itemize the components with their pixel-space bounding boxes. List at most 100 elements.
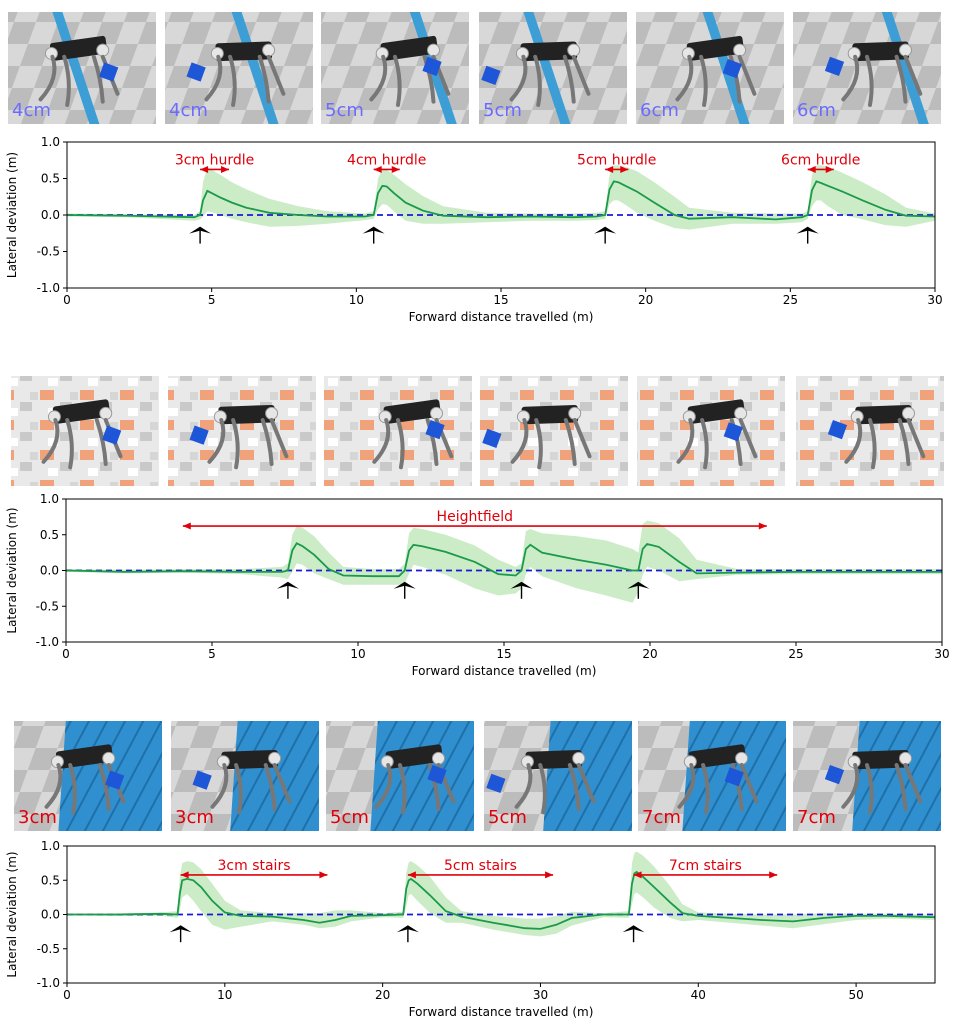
thumbnail-scene <box>326 721 474 831</box>
robot-leg <box>204 54 223 102</box>
robot-leg <box>269 418 289 459</box>
robot-leg <box>425 418 439 466</box>
annotation-arrowhead <box>758 522 767 530</box>
y-tick-label: 1.0 <box>41 135 60 149</box>
arrow-head <box>627 581 650 589</box>
blue-cube <box>824 765 845 785</box>
stairs <box>370 721 474 831</box>
x-tick-label: 10 <box>350 647 365 661</box>
robot-leg <box>91 54 105 104</box>
x-tick-label: 5 <box>208 647 216 661</box>
deviation-chart: 3cm hurdle 4cm hurdle 5cm hurdle 6cm hurdle… <box>5 135 943 324</box>
blue-cube <box>724 767 744 787</box>
arrow-head <box>362 226 385 234</box>
robot-leg <box>865 54 874 107</box>
robot-leg <box>903 54 923 96</box>
robot-leg <box>538 763 547 815</box>
thumbnail-label: 6cm <box>797 100 836 121</box>
robot-joint <box>898 751 912 765</box>
x-axis-label: Forward distance travelled (m) <box>409 1005 594 1019</box>
thumbnail-scene <box>796 376 944 486</box>
robot-leg <box>701 763 710 815</box>
robot-leg <box>534 418 543 470</box>
robot-leg <box>739 763 759 804</box>
robot-body <box>385 744 443 769</box>
thumbnail-scene <box>165 12 313 124</box>
robot-leg <box>562 54 576 104</box>
annotation-label: Heightfield <box>437 509 514 525</box>
robot-leg <box>398 763 407 815</box>
robot-joint <box>734 406 748 420</box>
arrow-head <box>510 581 533 589</box>
thumbnail-scene <box>171 721 319 831</box>
heightfield-terrain <box>480 376 628 486</box>
simulation-thumbnail: 6cm <box>636 12 784 124</box>
x-tick-label: 5 <box>208 293 216 307</box>
x-tick-label: 15 <box>493 293 508 307</box>
heightfield-terrain <box>637 376 785 486</box>
blue-cube <box>102 425 122 445</box>
robot-leg <box>563 418 577 466</box>
thumbnail-label: 5cm <box>330 807 369 828</box>
thumbnail-scene <box>11 376 159 486</box>
robot-leg <box>894 54 908 104</box>
mean-deviation-line <box>66 180 936 221</box>
region-annotation: 4cm hurdle <box>347 152 426 173</box>
blue-cube <box>827 419 848 440</box>
robot-leg <box>700 418 709 470</box>
std-band <box>67 165 935 230</box>
y-tick-label: 1.0 <box>41 839 60 853</box>
annotation-arrowhead <box>373 165 382 173</box>
robot-joint <box>102 751 116 765</box>
heightfield-terrain <box>168 376 316 486</box>
blue-cube <box>186 62 206 82</box>
robot-body <box>687 399 746 424</box>
thumbnail-scene <box>321 12 469 124</box>
robot-leg <box>894 763 908 811</box>
robot-leg <box>231 418 240 470</box>
robot-leg <box>44 763 63 809</box>
deviation-chart: 3cm stairs 5cm stairs 7cm stairs 0 10 20 30 40 5… <box>5 839 936 1019</box>
arrow-head <box>622 925 645 933</box>
x-tick-label: 25 <box>788 647 803 661</box>
robot-joint <box>898 43 912 57</box>
robot-leg <box>257 54 271 104</box>
robot-leg <box>228 54 237 107</box>
y-tick-label: -1.0 <box>37 281 60 295</box>
y-axis-label: Lateral deviation (m) <box>5 507 19 633</box>
obstacle-arrow <box>627 581 650 599</box>
simulation-thumbnail: 3cm <box>14 721 162 831</box>
thumbnail-scene <box>793 721 941 831</box>
robot-leg <box>263 763 277 811</box>
robot-leg <box>841 54 860 102</box>
annotation-arrowhead <box>769 871 778 879</box>
blue-cube <box>482 428 502 449</box>
simulation-thumbnail <box>11 376 159 486</box>
robot-leg <box>260 418 274 466</box>
robot-joint <box>735 751 749 765</box>
simulation-thumbnail <box>168 376 316 486</box>
hurdle-bar <box>52 12 100 124</box>
x-tick-label: 15 <box>496 647 511 661</box>
x-tick-label: 50 <box>848 988 863 1002</box>
checker-floor <box>8 12 156 124</box>
robot-leg <box>369 54 388 102</box>
simulation-thumbnail: 5cm <box>484 721 632 831</box>
robot-joint <box>431 751 445 765</box>
robot-joint <box>268 751 282 765</box>
simulation-thumbnail <box>324 376 472 486</box>
robot-leg <box>510 418 529 464</box>
blue-cube <box>425 420 445 440</box>
deviation-chart: Heightfield 0 5 10 15 20 25 30 1.0 0.5 0.0 -0.5 -1.0… <box>5 492 950 678</box>
simulation-thumbnail: 6cm <box>793 12 941 124</box>
thumbnail-label: 4cm <box>169 100 208 121</box>
blue-cube <box>99 62 119 82</box>
robot-leg <box>210 763 229 809</box>
thumbnail-scene <box>324 376 472 486</box>
x-tick-label: 0 <box>63 293 71 307</box>
robot-leg <box>62 54 71 107</box>
region-annotation: 5cm stairs <box>407 858 554 879</box>
simulation-thumbnail <box>480 376 628 486</box>
thumbnail-scene <box>479 12 627 124</box>
